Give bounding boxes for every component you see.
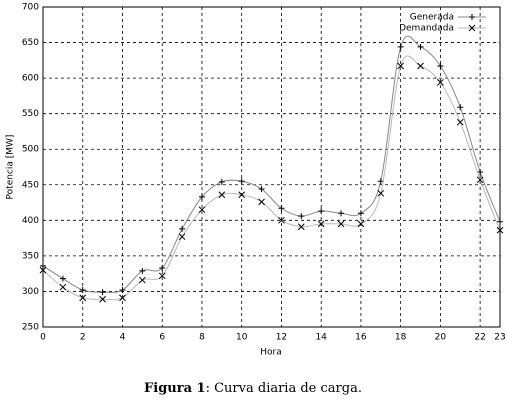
y-tick-label: 450 (22, 180, 39, 190)
x-tick-label: 8 (199, 333, 205, 343)
marker (338, 210, 345, 217)
marker (298, 213, 305, 220)
series-line (42, 35, 501, 293)
marker (278, 216, 285, 224)
legend-marker (469, 14, 475, 20)
x-tick-label: 23 (494, 333, 505, 343)
marker (119, 294, 126, 302)
y-tick-label: 600 (22, 74, 39, 84)
x-tick-label: 2 (80, 333, 86, 343)
marker (59, 275, 66, 282)
x-tick-label: 10 (236, 333, 248, 343)
marker (218, 178, 225, 185)
marker (178, 233, 186, 241)
marker (258, 186, 265, 193)
marker (198, 193, 205, 200)
marker (159, 264, 166, 271)
legend-label: Generada (410, 13, 454, 23)
marker (497, 218, 503, 225)
marker (258, 198, 265, 206)
y-tick-label: 500 (22, 145, 39, 155)
marker (357, 210, 364, 217)
marker (437, 79, 444, 86)
marker (357, 220, 365, 228)
y-tick-label: 700 (22, 3, 39, 13)
marker (278, 205, 285, 212)
x-tick-label: 4 (120, 333, 126, 343)
x-tick-label: 12 (276, 333, 287, 343)
marker (198, 206, 206, 214)
x-tick-label: 22 (474, 333, 485, 343)
marker (238, 191, 246, 199)
caption: Figura 1: Curva diaria de carga. (144, 381, 362, 396)
caption-label: Figura 1 (144, 381, 206, 396)
legend-marker (468, 24, 476, 32)
marker (397, 43, 404, 50)
legend-label: Demandada (399, 24, 454, 34)
y-tick-label: 650 (22, 38, 39, 48)
x-tick-label: 0 (40, 333, 46, 343)
marker (99, 289, 106, 296)
marker (179, 225, 186, 232)
marker (79, 294, 87, 302)
marker (99, 295, 106, 303)
plot-frame (42, 6, 501, 328)
marker (119, 287, 126, 294)
marker (317, 220, 325, 228)
marker (476, 176, 484, 184)
marker (79, 287, 86, 294)
x-tick-label: 14 (315, 333, 327, 343)
marker (39, 266, 47, 274)
marker (158, 272, 166, 280)
marker (477, 168, 484, 175)
marker (59, 283, 67, 291)
marker (437, 63, 444, 70)
marker (417, 43, 424, 50)
y-tick-label: 550 (22, 109, 39, 119)
y-tick-label: 400 (22, 216, 39, 226)
y-tick-label: 250 (22, 323, 39, 333)
x-tick-label: 6 (159, 333, 165, 343)
marker (139, 267, 146, 274)
marker (397, 62, 405, 70)
marker (496, 226, 504, 234)
marker (218, 191, 226, 199)
caption-text: : Curva diaria de carga. (206, 381, 362, 396)
marker (377, 189, 385, 197)
marker (238, 178, 245, 185)
marker (456, 118, 464, 126)
marker (417, 62, 424, 70)
x-tick-label: 18 (395, 333, 407, 343)
marker (318, 208, 325, 215)
marker (297, 223, 305, 231)
marker (138, 276, 146, 284)
marker (337, 220, 345, 228)
x-tick-label: 16 (355, 333, 367, 343)
marker (457, 104, 464, 111)
series-line (42, 55, 501, 301)
y-tick-label: 350 (22, 251, 39, 261)
y-axis-label: Potencia [MW] (6, 135, 16, 200)
x-axis-label: Hora (260, 348, 282, 358)
marker (40, 262, 46, 269)
y-tick-label: 300 (22, 287, 39, 297)
x-tick-label: 20 (435, 333, 447, 343)
